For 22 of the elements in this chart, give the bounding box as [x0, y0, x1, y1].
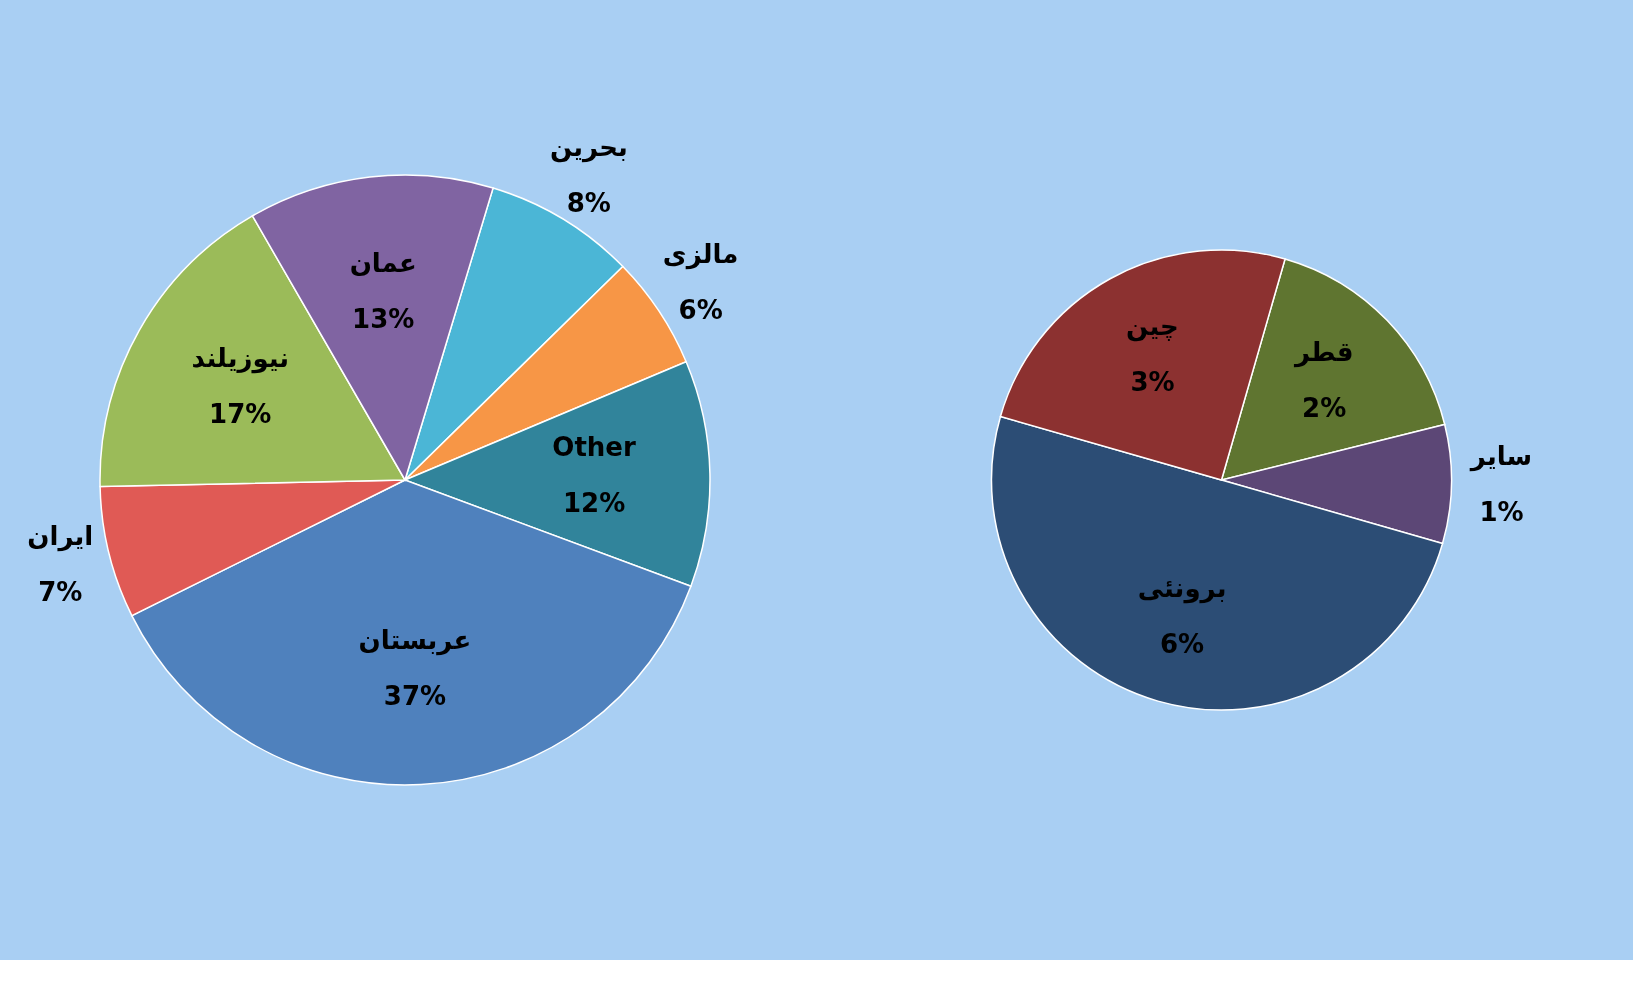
slice-label: مالزی	[662, 239, 739, 271]
data-label: 17%	[209, 399, 272, 430]
data-label: 12%	[562, 488, 626, 518]
slice-label: Other	[552, 432, 636, 462]
slice-label: برونئی	[1137, 573, 1227, 605]
data-label: 2%	[1302, 393, 1347, 424]
slice-label: بحرین	[549, 132, 628, 164]
data-label: 7%	[38, 576, 83, 607]
slice-label: عربستان	[358, 624, 472, 656]
slice-label: نیوزیلند	[191, 343, 290, 375]
slice-label: سایر	[1468, 441, 1533, 473]
data-label: 1%	[1479, 497, 1524, 528]
data-label: 13%	[352, 304, 415, 335]
data-label: 8%	[566, 188, 611, 219]
slice-label: قطر	[1292, 337, 1354, 369]
slice-label: عمان	[349, 248, 417, 279]
slice-label: ایران	[27, 520, 94, 552]
data-label: 6%	[1160, 629, 1205, 660]
data-label: 3%	[1130, 367, 1175, 398]
data-label: 37%	[383, 680, 447, 711]
data-label: 6%	[678, 295, 723, 326]
slice-label: چین	[1126, 311, 1179, 343]
